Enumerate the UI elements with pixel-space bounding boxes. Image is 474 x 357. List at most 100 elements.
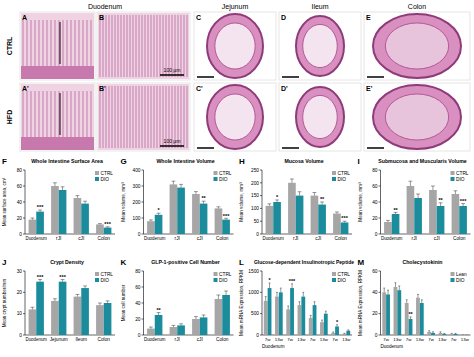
column-header: Ileum <box>311 3 328 10</box>
x-tick-label: rJI <box>412 236 417 241</box>
villus <box>43 20 44 66</box>
legend-label: DIO <box>101 177 110 182</box>
bar <box>104 303 112 335</box>
y-axis-label: Mean mRNA Expression, RPKM <box>358 270 363 336</box>
villus <box>148 15 149 77</box>
tissue <box>296 87 344 147</box>
bar <box>215 299 223 335</box>
y-tick-label: 20 <box>372 311 378 316</box>
bar <box>382 292 386 335</box>
significance: * <box>268 277 271 283</box>
bar <box>59 190 67 234</box>
villus <box>115 86 116 148</box>
scale-bar <box>197 76 214 78</box>
y-axis-label: Mean volume, mm³ <box>121 182 126 222</box>
villus <box>130 15 131 77</box>
bar <box>346 331 350 335</box>
x-tick-label: Duodenum <box>263 236 285 241</box>
x-tick-label: 7w <box>287 337 293 342</box>
error-bar <box>406 300 408 303</box>
villus <box>109 86 110 148</box>
bar <box>155 315 163 335</box>
legend-swatch <box>95 272 99 276</box>
bar <box>74 297 82 335</box>
error-bar <box>287 306 289 309</box>
bar <box>36 212 44 234</box>
y-axis <box>25 271 26 335</box>
chart-title: GLP-1-positive Cell Number <box>151 259 220 265</box>
y-tick-label: 40 <box>372 200 378 205</box>
villus <box>106 86 107 148</box>
x-tick-label: 7w <box>451 337 457 342</box>
bar <box>461 335 465 336</box>
villus <box>59 91 60 137</box>
error-bar <box>157 313 161 315</box>
x-tick-label: 13w <box>342 337 351 342</box>
x-tick-label: Jejunum <box>50 337 68 342</box>
lumen <box>385 23 448 69</box>
x-tick-label: 13w <box>461 337 470 342</box>
error-bar <box>179 184 183 187</box>
legend-swatch <box>332 272 336 276</box>
panel-label: E <box>366 14 371 21</box>
error-bar <box>31 218 35 220</box>
x-tick-label: rJI <box>293 236 298 241</box>
tissue <box>21 84 94 150</box>
legend-swatch <box>214 177 218 181</box>
villus <box>47 20 48 66</box>
villus <box>47 91 48 137</box>
error-bar <box>61 280 65 282</box>
chart: KGLP-1-positive Cell NumberMean cell num… <box>121 258 234 342</box>
error-bar <box>149 327 153 329</box>
tissue <box>296 16 344 76</box>
villus <box>151 86 152 148</box>
villus <box>39 91 40 137</box>
histology-panel: 100 µmB' <box>97 83 190 151</box>
significance: *** <box>341 215 348 221</box>
bar <box>96 224 104 234</box>
bar <box>313 305 317 335</box>
villus <box>35 91 36 137</box>
bar <box>454 334 458 335</box>
bar <box>290 288 294 335</box>
error-bar <box>290 179 294 183</box>
panel-label: A <box>22 14 27 21</box>
chart: HMucosa VolumeMean volume, mm³0501001502… <box>239 157 352 241</box>
villus <box>148 86 149 148</box>
y-axis-label: Mean volume, mm³ <box>239 182 244 222</box>
villus <box>63 20 64 66</box>
legend-label: Lean <box>456 272 467 277</box>
bar <box>222 295 230 335</box>
panel-label: B <box>99 14 104 21</box>
tissue <box>21 13 94 79</box>
histology-panel: C <box>194 12 276 80</box>
x-tick-label: Colon <box>97 236 110 241</box>
legend-label: DIO <box>101 278 110 283</box>
chart-title: Glucose-dependent Insulinotropic Peptide <box>254 259 354 265</box>
error-bar <box>320 202 324 205</box>
villus <box>124 86 125 148</box>
bar <box>452 194 460 234</box>
panel-label: D <box>281 14 286 21</box>
error-bar <box>179 324 183 326</box>
x-tick-label: Duodenum <box>381 236 403 241</box>
panel-label: C' <box>196 85 203 92</box>
villus <box>184 86 185 148</box>
x-tick-label: rJI <box>56 236 61 241</box>
error-bar <box>38 210 42 212</box>
error-bar <box>76 294 80 296</box>
villus <box>136 86 137 148</box>
villus <box>133 86 134 148</box>
y-tick-label: 250 <box>251 168 259 173</box>
error-bar <box>440 332 442 333</box>
error-bar <box>157 213 161 215</box>
bar <box>200 317 208 335</box>
bar <box>177 325 185 335</box>
panel-label: C <box>196 14 201 21</box>
y-tick-label: 50 <box>254 219 260 224</box>
x-tick-label: rJI <box>175 236 180 241</box>
bar <box>429 190 437 234</box>
significance: ** <box>393 207 398 213</box>
scale-bar <box>282 76 299 78</box>
villus <box>112 15 113 77</box>
